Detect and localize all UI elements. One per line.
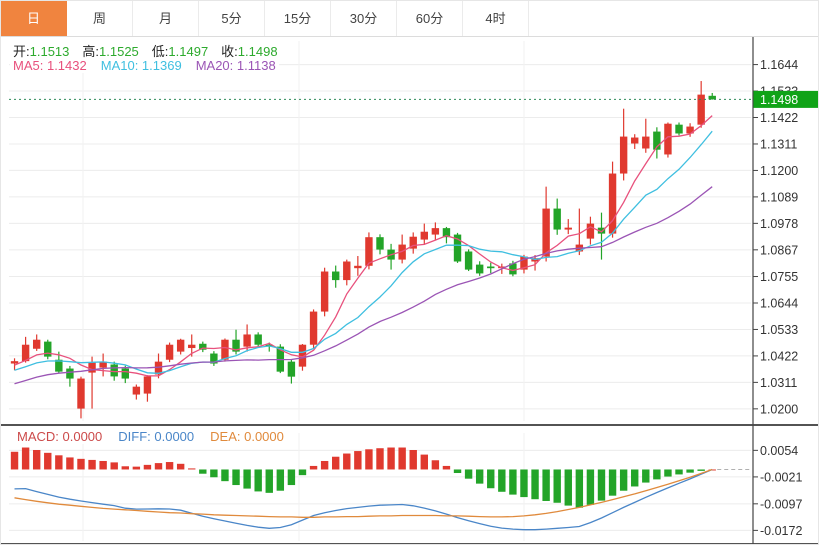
- ma-legend: MA5: 1.1432 MA10: 1.1369 MA20: 1.1138: [10, 58, 279, 73]
- dea-value: 0.0000: [244, 429, 284, 444]
- high-label: 高:: [82, 44, 100, 59]
- macd-histogram: [10, 447, 716, 508]
- ma5-label: MA5:: [13, 58, 47, 73]
- diff-label: DIFF:: [118, 429, 155, 444]
- tab-1-周[interactable]: 周: [67, 1, 133, 36]
- svg-text:1.1498: 1.1498: [760, 93, 798, 107]
- svg-text:1.0533: 1.0533: [760, 323, 798, 337]
- tab-5-30分[interactable]: 30分: [331, 1, 397, 36]
- svg-text:1.0867: 1.0867: [760, 243, 798, 257]
- ma10-label: MA10:: [100, 58, 142, 73]
- tab-3-5分[interactable]: 5分: [199, 1, 265, 36]
- svg-text:-0.0097: -0.0097: [760, 497, 802, 511]
- svg-text:1.0644: 1.0644: [760, 296, 798, 310]
- candles-group: [10, 81, 716, 419]
- low-label: 低:: [151, 44, 169, 59]
- ma20-value: 1.1138: [236, 58, 276, 73]
- svg-text:1.0978: 1.0978: [760, 217, 798, 231]
- ma10-value: 1.1369: [141, 58, 182, 73]
- price-axis-labels: 1.16441.15331.14221.13111.12001.10891.09…: [753, 58, 802, 538]
- svg-text:1.1089: 1.1089: [760, 190, 798, 204]
- high-value: 1.1525: [99, 44, 139, 59]
- svg-text:1.1422: 1.1422: [760, 111, 798, 125]
- macd-label: MACD:: [17, 429, 63, 444]
- macd-value: 0.0000: [62, 429, 103, 444]
- price-tag: 1.1498: [753, 90, 818, 108]
- svg-text:1.0422: 1.0422: [760, 349, 798, 363]
- svg-text:-0.0172: -0.0172: [760, 524, 802, 538]
- open-label: 开:: [13, 44, 30, 59]
- tab-4-15分[interactable]: 15分: [265, 1, 331, 36]
- tab-bar: 日周月 5分 15分 30分 60分 4时: [1, 1, 818, 37]
- close-label: 收:: [221, 44, 238, 59]
- ma20-line: [14, 186, 713, 385]
- tab-7-4时[interactable]: 4时: [463, 1, 529, 36]
- open-value: 1.1513: [29, 44, 70, 59]
- tab-0-日[interactable]: 日: [1, 1, 67, 36]
- low-value: 1.1497: [168, 44, 209, 59]
- gridlines: [9, 41, 751, 541]
- ohlc-legend: 开:1.1513 高:1.1525 低:1.1497 收:1.1498: [10, 41, 294, 60]
- tab-2-月[interactable]: 月: [133, 1, 199, 36]
- svg-text:1.1311: 1.1311: [760, 137, 797, 151]
- svg-text:0.0054: 0.0054: [760, 444, 798, 458]
- dea-line: [14, 468, 713, 518]
- close-value: 1.1498: [237, 44, 278, 59]
- diff-value: 0.0000: [154, 429, 195, 444]
- ma20-label: MA20:: [195, 58, 237, 73]
- ma5-line: [14, 115, 713, 377]
- macd-legend: MACD: 0.0000 DIFF: 0.0000 DEA: 0.0000: [14, 429, 287, 444]
- diff-line: [14, 468, 713, 531]
- svg-text:1.0200: 1.0200: [760, 402, 798, 416]
- ma5-value: 1.1432: [46, 58, 87, 73]
- svg-text:1.1200: 1.1200: [760, 164, 798, 178]
- dea-label: DEA:: [210, 429, 245, 444]
- svg-text:-0.0021: -0.0021: [760, 470, 802, 484]
- svg-text:1.1644: 1.1644: [760, 58, 798, 72]
- svg-text:1.0311: 1.0311: [760, 376, 797, 390]
- ma10-line: [14, 130, 713, 374]
- tab-6-60分[interactable]: 60分: [397, 1, 463, 36]
- svg-text:1.0755: 1.0755: [760, 270, 798, 284]
